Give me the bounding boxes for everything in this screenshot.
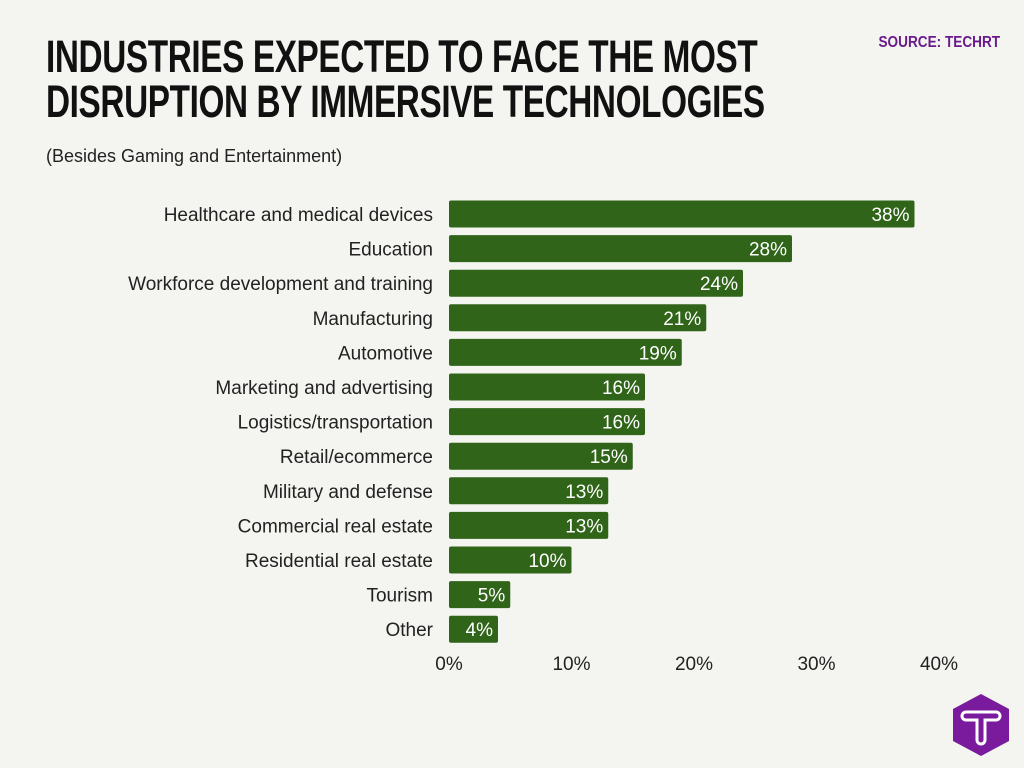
- data-label: 4%: [466, 620, 494, 641]
- data-label: 16%: [602, 378, 640, 399]
- data-label: 19%: [639, 343, 677, 364]
- data-label: 28%: [749, 240, 787, 261]
- title-line-1: INDUSTRIES EXPECTED TO FACE THE MOST: [46, 31, 758, 82]
- bar: [449, 615, 498, 643]
- bar: [449, 477, 609, 505]
- bar: [449, 304, 707, 332]
- bar: [449, 338, 682, 366]
- bar: [449, 442, 633, 470]
- category-label: Healthcare and medical devices: [164, 205, 433, 226]
- category-label: Marketing and advertising: [215, 378, 433, 399]
- bar: [449, 546, 572, 574]
- data-label: 21%: [663, 309, 701, 330]
- data-label: 24%: [700, 274, 738, 295]
- x-tick-label: 40%: [920, 654, 958, 675]
- x-tick-label: 10%: [552, 654, 590, 675]
- title-line-2: DISRUPTION BY IMMERSIVE TECHNOLOGIES: [46, 76, 765, 127]
- category-label: Workforce development and training: [128, 274, 433, 295]
- bar: [449, 200, 915, 228]
- bar: [449, 235, 792, 263]
- data-label: 5%: [478, 586, 506, 607]
- x-tick-label: 30%: [797, 654, 835, 675]
- x-tick-label: 0%: [435, 654, 463, 675]
- data-label: 38%: [871, 205, 909, 226]
- category-label: Automotive: [338, 343, 433, 364]
- category-label: Retail/ecommerce: [280, 447, 433, 468]
- bar: [449, 269, 743, 297]
- bar: [449, 511, 609, 539]
- category-label: Commercial real estate: [238, 516, 433, 537]
- bar: [449, 373, 645, 401]
- category-label: Education: [348, 240, 433, 261]
- data-label: 16%: [602, 413, 640, 434]
- bar: [449, 408, 645, 436]
- category-label: Tourism: [366, 586, 433, 607]
- category-label: Other: [385, 620, 433, 641]
- techrt-logo: [953, 694, 1009, 756]
- category-label: Manufacturing: [313, 309, 433, 330]
- chart-subtitle: (Besides Gaming and Entertainment): [46, 146, 343, 166]
- category-label: Logistics/transportation: [238, 413, 433, 434]
- bar: [449, 581, 511, 609]
- data-label: 13%: [565, 516, 603, 537]
- data-label: 10%: [528, 551, 566, 572]
- x-tick-label: 20%: [675, 654, 713, 675]
- data-label: 13%: [565, 482, 603, 503]
- source-label: SOURCE: TECHRT: [878, 34, 1000, 51]
- chart-title: INDUSTRIES EXPECTED TO FACE THE MOST DIS…: [46, 34, 765, 124]
- data-label: 15%: [590, 447, 628, 468]
- category-label: Military and defense: [263, 482, 433, 503]
- category-label: Residential real estate: [245, 551, 433, 572]
